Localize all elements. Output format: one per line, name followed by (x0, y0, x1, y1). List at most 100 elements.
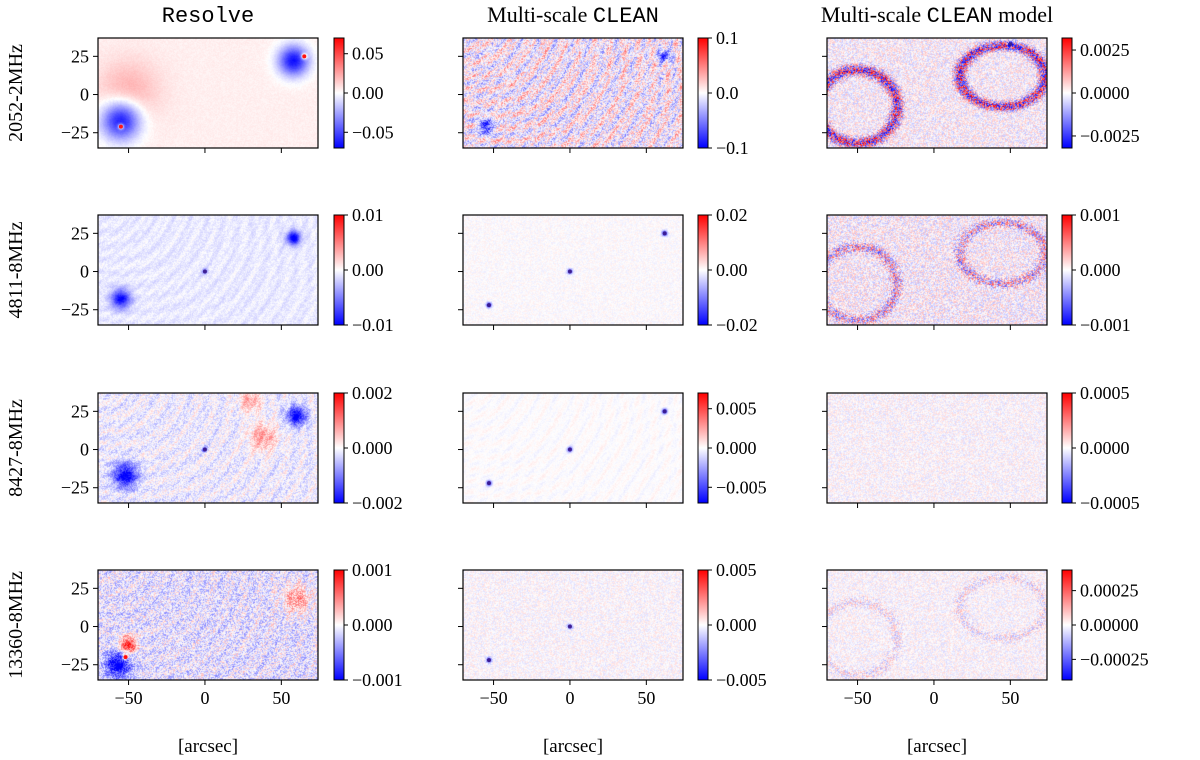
axes-frame (826, 569, 1048, 681)
colorbar-tick-label: −0.001 (352, 670, 403, 690)
source-marker (662, 409, 667, 414)
x-tick-label: 0 (929, 688, 938, 708)
colorbar-tick-label: 0.02 (716, 205, 748, 225)
heatmap-image (463, 215, 683, 325)
colorbar-tick-label: −0.005 (716, 477, 767, 497)
colorbar-tick-label: −0.01 (352, 315, 394, 335)
heatmap-image (98, 393, 318, 503)
column-title-part: Multi-scale (487, 2, 593, 27)
column-title-part: CLEAN (593, 4, 659, 29)
colorbar (1061, 37, 1073, 149)
y-tick-label: 25 (71, 401, 89, 421)
colorbar-tick-label: −0.00025 (1080, 649, 1149, 669)
y-tick-label: −25 (61, 123, 89, 143)
source-marker (118, 124, 123, 129)
colorbar (333, 392, 345, 504)
y-tick-label: 25 (71, 46, 89, 66)
heatmap-image (98, 570, 318, 680)
heatmap-panel: 0.001 0.000 −0.001 (822, 205, 1131, 335)
axes-frame (97, 214, 319, 326)
axes-frame (826, 392, 1048, 504)
colorbar-tick-label: 0.000 (1080, 260, 1121, 280)
colorbar (697, 37, 709, 149)
source-marker (486, 658, 491, 663)
x-tick-label: 0 (200, 688, 209, 708)
column-title-part: Resolve (162, 4, 254, 29)
colorbar-tick-label: 0.0000 (1080, 438, 1130, 458)
colorbar-tick-label: 0.00000 (1080, 615, 1139, 635)
x-tick-label: 50 (637, 688, 655, 708)
heatmap-panel: 0.005 0.000 −0.005 (458, 392, 767, 508)
colorbar (333, 569, 345, 681)
heatmap-panel: 0.02 0.00 −0.02 (458, 205, 758, 335)
column-title-part: CLEAN (927, 4, 993, 29)
source-marker (662, 231, 667, 236)
x-tick-label: −50 (843, 688, 871, 708)
x-tick-label: 50 (272, 688, 290, 708)
source-marker (123, 655, 128, 660)
source-marker (486, 303, 491, 308)
row-label: 4811-8MHz (5, 221, 27, 318)
x-axis-label: [arcsec] (178, 736, 238, 757)
colorbar (1061, 214, 1073, 326)
x-axis-label: [arcsec] (907, 736, 967, 757)
colorbar-tick-label: −0.001 (1080, 315, 1131, 335)
column-title-part: Multi-scale (821, 2, 927, 27)
colorbar-tick-label: 0.0025 (1080, 40, 1130, 60)
colorbar (333, 214, 345, 326)
heatmap-panel: −50 0 50 0.005 0.000 −0.005 (458, 560, 767, 708)
colorbar-tick-label: 0.000 (352, 438, 393, 458)
colorbar (1061, 392, 1073, 504)
axes-frame (97, 37, 319, 149)
heatmap-panel: 25 0 −25 −50 0 50 0.001 0.000 −0.001 (61, 560, 403, 708)
x-tick-label: 50 (1001, 688, 1019, 708)
colorbar-tick-label: 0.0005 (1080, 383, 1130, 403)
axes-frame (462, 37, 684, 149)
y-tick-label: −25 (61, 300, 89, 320)
colorbar-tick-label: 0.000 (716, 615, 757, 635)
colorbar-tick-label: 0.00 (352, 260, 384, 280)
colorbar (697, 569, 709, 681)
column-title: Resolve (162, 4, 254, 29)
source-marker (202, 269, 207, 274)
heatmap-panel: 0.1 0.0 −0.1 (458, 28, 749, 158)
heatmap-image (463, 393, 683, 503)
colorbar-tick-label: 0.000 (716, 438, 757, 458)
colorbar (697, 392, 709, 504)
row-label: 8427-8MHz (5, 399, 27, 497)
heatmap-panel: 25 0 −25 0.05 0.00 −0.05 (61, 37, 394, 153)
heatmap-image (463, 570, 683, 680)
source-marker (302, 54, 307, 59)
y-tick-label: 0 (80, 262, 89, 282)
colorbar-tick-label: 0.00 (716, 260, 748, 280)
heatmap-image (827, 570, 1047, 680)
colorbar-tick-label: 0.001 (352, 560, 393, 580)
heatmap-image (827, 393, 1047, 503)
source-marker (567, 269, 572, 274)
x-tick-label: 0 (565, 688, 574, 708)
colorbar-tick-label: −0.002 (352, 493, 403, 513)
axes-frame (826, 37, 1048, 149)
axes-frame (97, 569, 319, 681)
column-title-part: model (993, 2, 1054, 27)
row-label: 2052-2MHz (5, 44, 27, 142)
axes-frame (462, 392, 684, 504)
colorbar (697, 214, 709, 326)
colorbar-tick-label: 0.01 (352, 205, 384, 225)
axes-frame (462, 569, 684, 681)
colorbar-tick-label: −0.1 (716, 138, 749, 158)
axes-frame (97, 392, 319, 504)
colorbar-tick-label: −0.0025 (1080, 126, 1140, 146)
heatmap-panel: −50 0 50 0.00025 0.00000 −0.00025 (822, 569, 1149, 708)
row-label: 13360-8MHz (5, 571, 27, 679)
colorbar-tick-label: −0.02 (716, 315, 758, 335)
heatmap-panel: 0.0025 0.0000 −0.0025 (822, 37, 1140, 153)
y-tick-label: 0 (80, 440, 89, 460)
x-axis-label: [arcsec] (543, 736, 603, 757)
heatmap-panel: 25 0 −25 0.01 0.00 −0.01 (61, 205, 394, 335)
y-tick-label: 0 (80, 85, 89, 105)
axes-frame (826, 214, 1048, 326)
colorbar-tick-label: 0.1 (716, 28, 739, 48)
heatmap-image (98, 215, 318, 325)
heatmap-image (827, 215, 1047, 325)
